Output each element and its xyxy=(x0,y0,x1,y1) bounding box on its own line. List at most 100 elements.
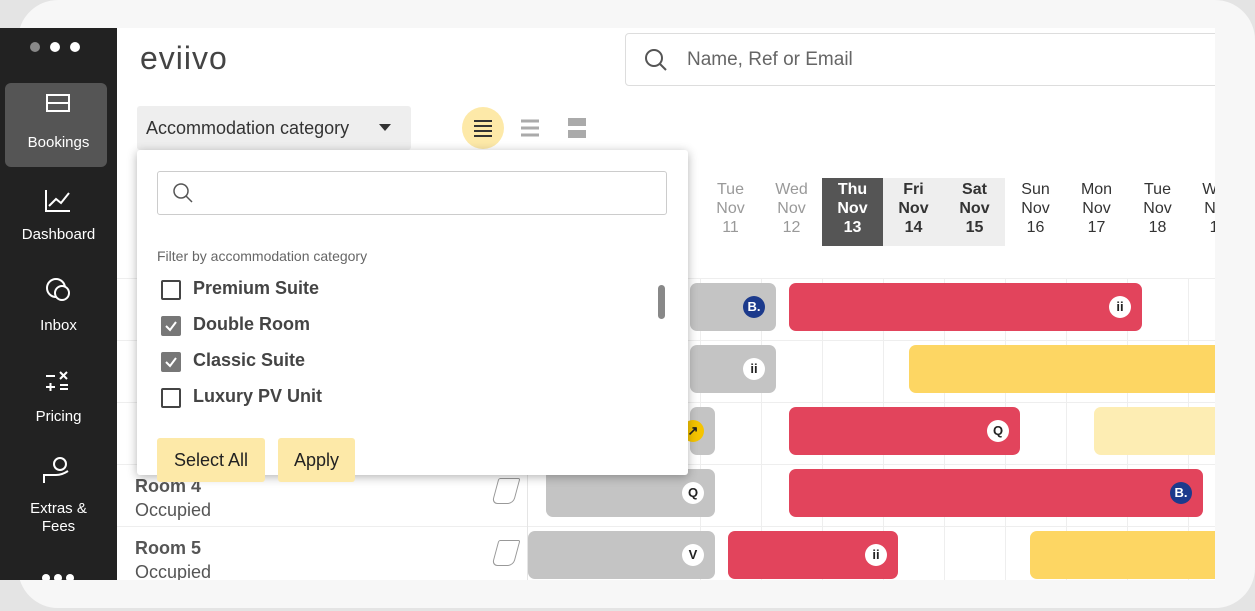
day-weekday: Wed xyxy=(1202,181,1215,198)
more-dots xyxy=(42,574,74,580)
calendar: Tue Nov 11 Wed Nov 12 Thu Nov 13 Fri Nov 14 Sat Nov 15… xyxy=(117,148,1215,580)
day-day: 16 xyxy=(1026,219,1045,236)
room-column-border xyxy=(527,464,528,580)
day-weekday: Fri xyxy=(903,181,924,198)
grid-line xyxy=(761,278,762,580)
day-header: Wed Nov 12 xyxy=(761,178,822,246)
apply-button[interactable]: Apply xyxy=(278,438,355,482)
day-day: 13 xyxy=(843,219,862,236)
booking-bar[interactable]: V xyxy=(528,531,715,579)
channel-badge: Q xyxy=(682,482,704,504)
check xyxy=(165,321,177,332)
day-header: Mon Nov 17 xyxy=(1066,178,1127,246)
channel-badge: ii xyxy=(1109,296,1131,318)
day-weekday: Thu xyxy=(837,181,868,198)
view-toggles[interactable] xyxy=(460,106,595,150)
booking-bar[interactable]: B. xyxy=(690,283,776,331)
booking-bar[interactable]: ii xyxy=(690,345,776,393)
caret xyxy=(379,124,391,131)
day-weekday: Wed xyxy=(775,181,808,198)
grid-line xyxy=(117,526,1215,527)
window-dots xyxy=(30,42,80,52)
room-name[interactable]: Room 5 xyxy=(135,538,202,558)
grid-line xyxy=(1066,278,1067,580)
booking-bar[interactable]: ii xyxy=(789,283,1142,331)
booking-bar[interactable] xyxy=(1094,407,1215,455)
channel-badge: ii xyxy=(743,358,765,380)
day-header: Thu Nov 13 xyxy=(822,178,883,246)
nav-label[interactable]: Inbox xyxy=(40,317,77,334)
room-status: Occupied xyxy=(135,562,212,580)
active-item xyxy=(5,83,107,167)
checkbox[interactable] xyxy=(161,352,181,372)
day-weekday: Sat xyxy=(962,181,987,198)
booking-bar[interactable] xyxy=(909,345,1215,393)
search-icon xyxy=(173,183,193,203)
channel-badge: B. xyxy=(1170,482,1192,504)
search-icon xyxy=(645,49,667,71)
extras-icon xyxy=(43,457,69,483)
group-dropdown[interactable]: Accommodation category xyxy=(137,106,411,150)
option-label: Double Room xyxy=(193,314,310,334)
day-month: Nov xyxy=(777,200,806,217)
booking-bar[interactable]: Q xyxy=(789,407,1020,455)
logo: eviivo xyxy=(140,40,228,76)
day-header: Sat Nov 15 xyxy=(944,178,1005,246)
option-list: Premium Suite Double Room Classic Suite Lux… xyxy=(157,268,657,408)
checkbox[interactable] xyxy=(161,280,181,300)
day-header: Wed Nov 19 xyxy=(1188,178,1215,246)
day-day: 17 xyxy=(1087,219,1106,236)
option-label: Luxury PV Unit xyxy=(193,386,323,406)
day-month: Nov xyxy=(716,200,745,217)
room-status: Occupied xyxy=(135,500,212,520)
filter-search[interactable] xyxy=(157,171,667,215)
day-weekday: Tue xyxy=(717,181,744,198)
checkbox[interactable] xyxy=(161,388,181,408)
day-month: Nov xyxy=(1143,200,1172,217)
day-header: Tue Nov 18 xyxy=(1127,178,1188,246)
nav-label[interactable]: Dashboard xyxy=(21,226,96,243)
booking-bar[interactable]: ↗ xyxy=(682,407,715,455)
day-month: Nov xyxy=(959,200,990,217)
day-day: 18 xyxy=(1148,219,1167,236)
day-month: Nov xyxy=(1204,200,1215,217)
nav-label[interactable]: Extras & Fees xyxy=(30,500,87,535)
day-header: Fri Nov 14 xyxy=(883,178,944,246)
day-day: 11 xyxy=(722,219,739,236)
checkbox[interactable] xyxy=(161,316,181,336)
search-placeholder: Name, Ref or Email xyxy=(687,49,853,70)
nav-label[interactable]: Pricing xyxy=(35,408,82,425)
day-day: 14 xyxy=(904,219,923,236)
search-box[interactable]: Name, Ref or Email xyxy=(625,33,1215,86)
booking-bar[interactable] xyxy=(1030,531,1215,579)
day-day: 12 xyxy=(782,219,801,236)
day-header: Tue Nov 11 xyxy=(700,178,761,246)
bed-icon xyxy=(46,94,70,112)
day-weekday: Sun xyxy=(1021,181,1050,198)
clean-icon xyxy=(491,478,521,504)
chart-icon xyxy=(45,190,70,212)
nav-label[interactable]: Bookings xyxy=(27,134,90,151)
sidebar: Bookings Dashboard Inbox Pricing Extras … xyxy=(0,28,117,580)
channel-badge: V xyxy=(682,544,704,566)
option-label: Classic Suite xyxy=(193,350,306,370)
select-all-button[interactable]: Select All xyxy=(157,438,265,482)
app: Bookings Dashboard Inbox Pricing Extras … xyxy=(0,28,1215,580)
day-month: Nov xyxy=(1082,200,1111,217)
day-month: Nov xyxy=(837,200,868,217)
pricing-icon xyxy=(46,371,68,391)
booking-bar[interactable]: B. xyxy=(789,469,1203,517)
channel-badge: ii xyxy=(865,544,887,566)
chat-icon xyxy=(46,278,70,301)
day-day: 15 xyxy=(965,219,984,236)
booking-bar[interactable]: Q xyxy=(546,469,715,517)
day-weekday: Mon xyxy=(1080,181,1113,198)
channel-badge: Q xyxy=(987,420,1009,442)
day-day: 19 xyxy=(1209,219,1215,236)
day-month: Nov xyxy=(1021,200,1050,217)
booking-bar[interactable]: ii xyxy=(728,531,898,579)
day-header: Sun Nov 16 xyxy=(1005,178,1066,246)
check xyxy=(165,357,177,368)
day-weekday: Tue xyxy=(1144,181,1171,198)
